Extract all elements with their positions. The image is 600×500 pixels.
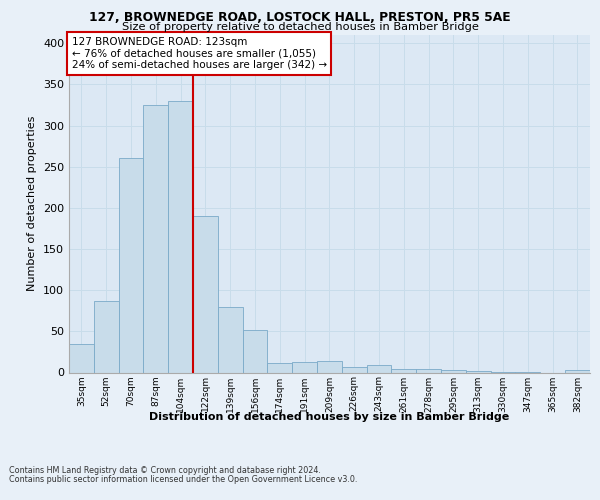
Bar bbox=[119, 158, 143, 372]
Bar bbox=[416, 369, 441, 372]
Bar bbox=[342, 366, 367, 372]
Bar bbox=[441, 370, 466, 372]
Text: Contains HM Land Registry data © Crown copyright and database right 2024.: Contains HM Land Registry data © Crown c… bbox=[9, 466, 321, 475]
Bar bbox=[69, 344, 94, 372]
Bar bbox=[466, 371, 491, 372]
Bar bbox=[367, 365, 391, 372]
Bar bbox=[193, 216, 218, 372]
Bar bbox=[168, 101, 193, 372]
Bar bbox=[317, 361, 342, 372]
Text: Size of property relative to detached houses in Bamber Bridge: Size of property relative to detached ho… bbox=[122, 22, 478, 32]
Text: 127, BROWNEDGE ROAD, LOSTOCK HALL, PRESTON, PR5 5AE: 127, BROWNEDGE ROAD, LOSTOCK HALL, PREST… bbox=[89, 11, 511, 24]
Bar bbox=[292, 362, 317, 372]
Text: Distribution of detached houses by size in Bamber Bridge: Distribution of detached houses by size … bbox=[149, 412, 509, 422]
Bar bbox=[242, 330, 268, 372]
Bar bbox=[268, 362, 292, 372]
Text: 127 BROWNEDGE ROAD: 123sqm
← 76% of detached houses are smaller (1,055)
24% of s: 127 BROWNEDGE ROAD: 123sqm ← 76% of deta… bbox=[71, 36, 327, 70]
Y-axis label: Number of detached properties: Number of detached properties bbox=[28, 116, 37, 292]
Bar bbox=[565, 370, 590, 372]
Bar bbox=[218, 306, 242, 372]
Bar bbox=[391, 369, 416, 372]
Bar bbox=[143, 105, 168, 372]
Text: Contains public sector information licensed under the Open Government Licence v3: Contains public sector information licen… bbox=[9, 475, 358, 484]
Bar bbox=[94, 301, 119, 372]
